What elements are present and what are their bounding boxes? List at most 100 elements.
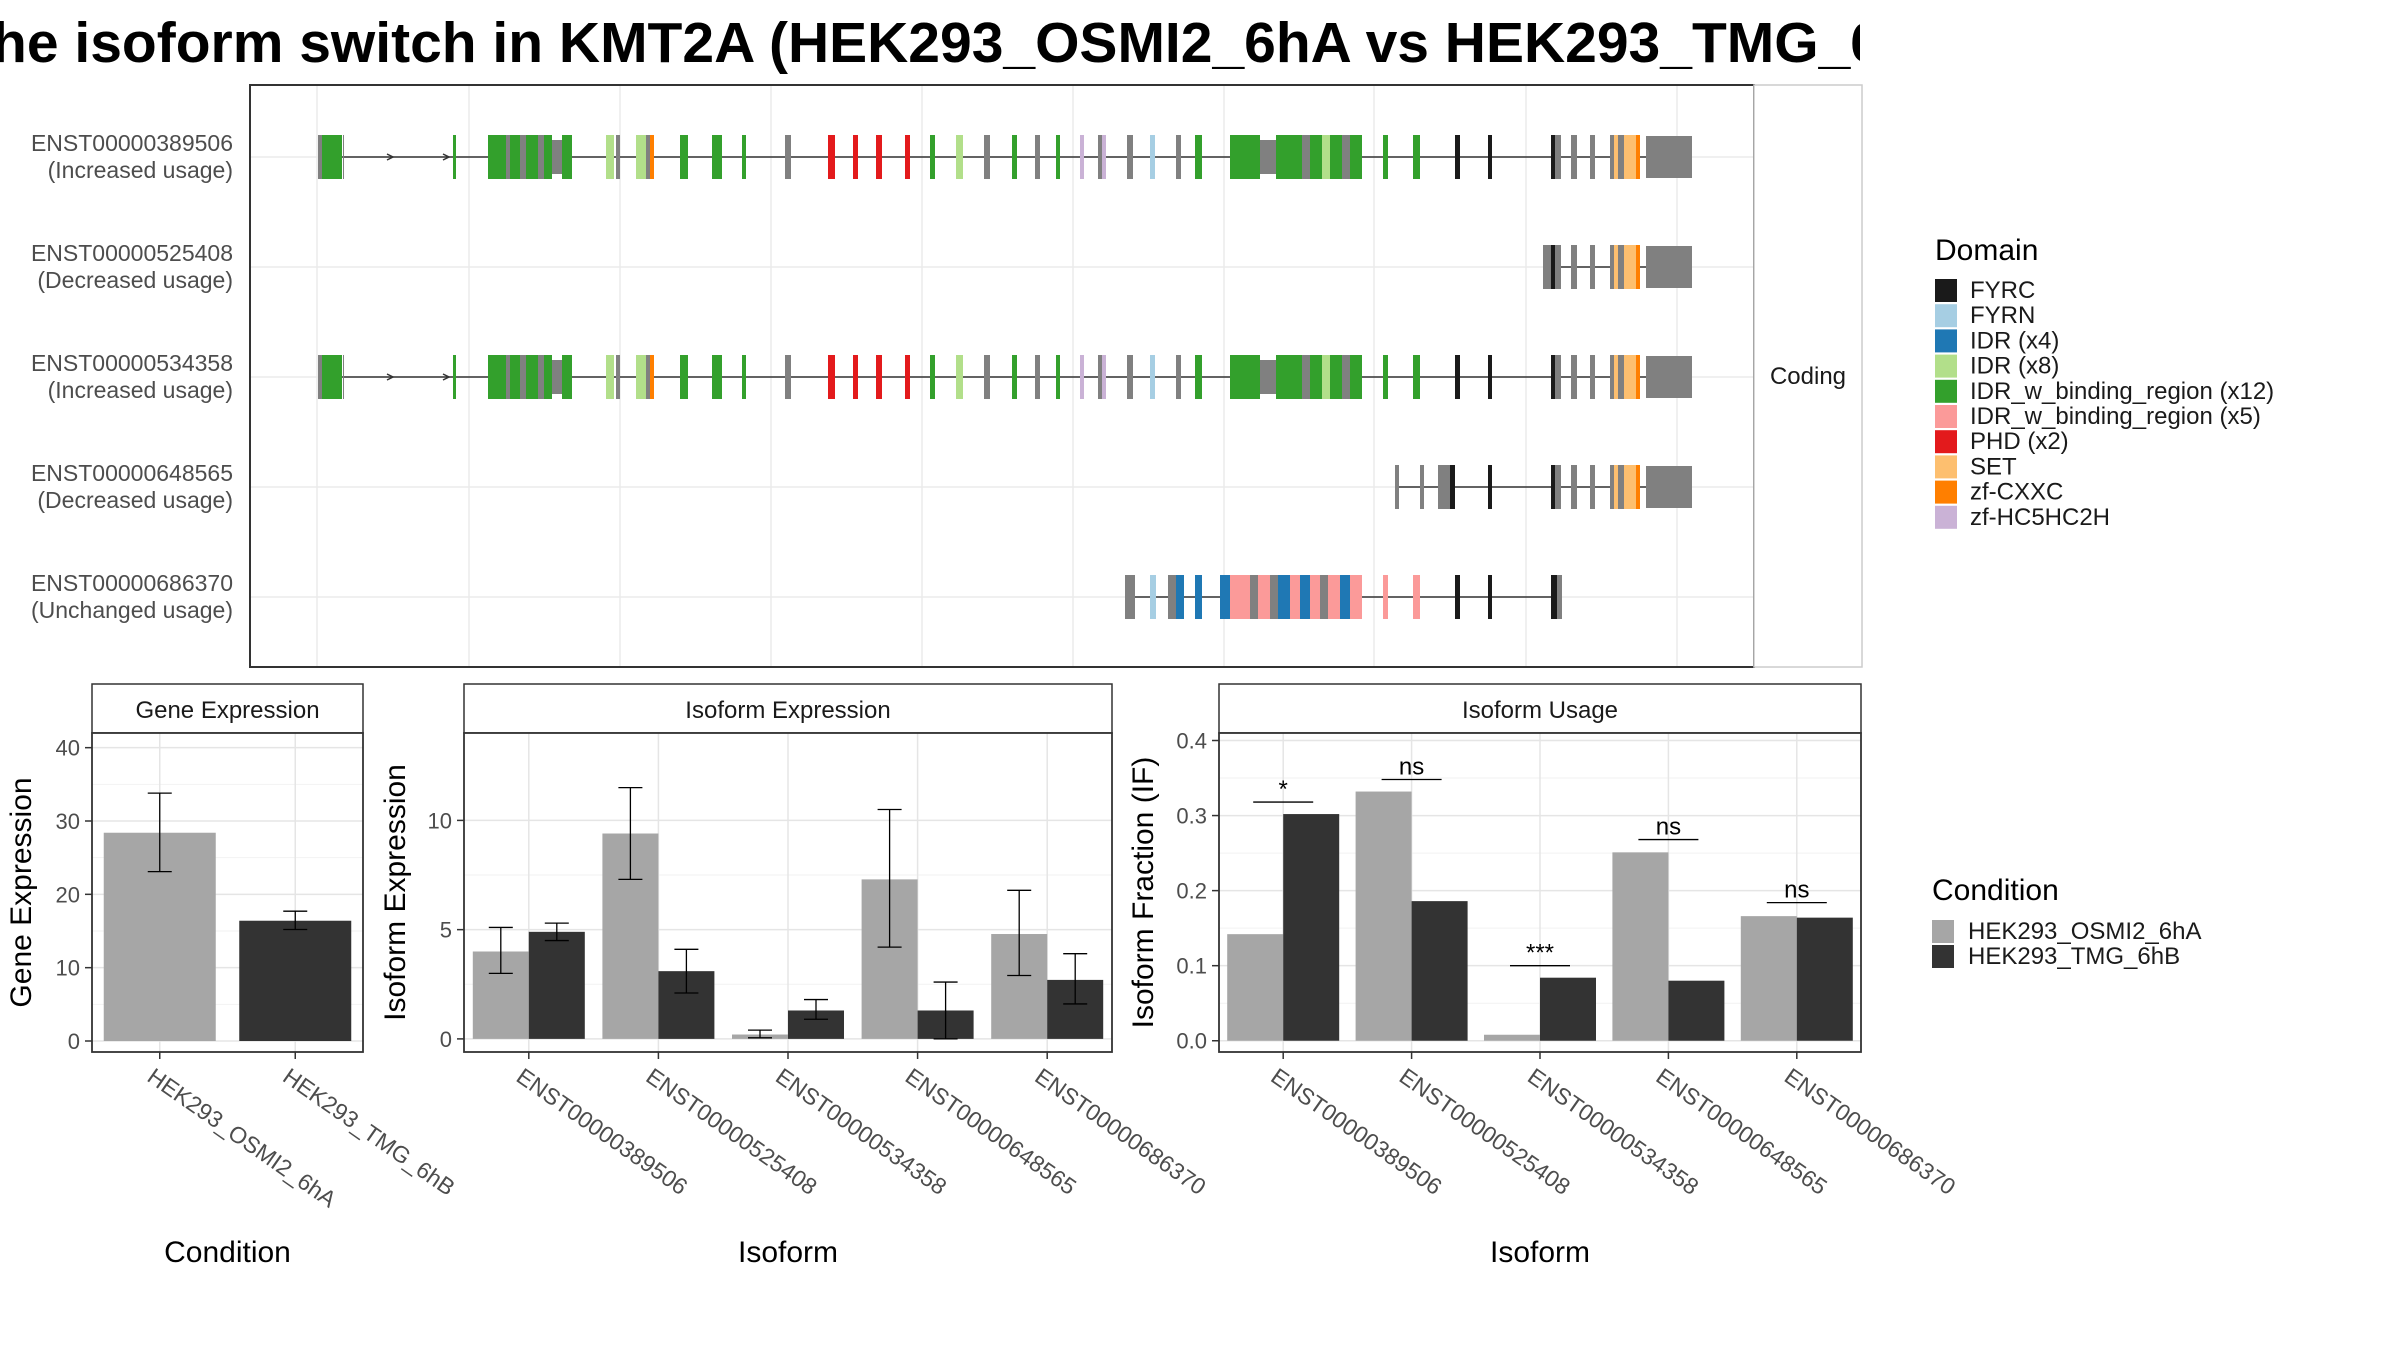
bar [528,931,585,1039]
exon-block [1290,575,1300,619]
exon-block [1230,135,1260,179]
exon-block [606,355,614,399]
exon-block [785,355,791,399]
domain-legend-key [1935,304,1957,328]
exon-block [1488,355,1492,399]
exon-block [1300,575,1310,619]
exon-block [1438,465,1442,509]
transcript-id-label: ENST00000525408 [31,240,233,266]
condition-legend-key [1932,920,1954,943]
plot-title: he isoform switch in KMT2A (HEK293_OSMI2… [0,11,1860,75]
exon-block [930,135,935,179]
exon-block [1310,135,1322,179]
exon-block [1035,355,1040,399]
exon-block [1590,465,1595,509]
y-axis-label: Isoform Expression [379,764,412,1021]
exon-block [510,355,520,399]
exon-block [1278,575,1290,619]
exon-block [1455,355,1460,399]
exon-block [1150,135,1155,179]
y-tick-label: 0 [440,1027,452,1052]
exon-block [343,135,344,179]
exon-block [510,135,520,179]
exon-block [646,355,650,399]
exon-block [1590,355,1595,399]
bar [1540,977,1596,1041]
exon-block [1195,575,1202,619]
condition-legend-label: HEK293_TMG_6hB [1968,943,2180,970]
transcript-row: ENST00000534358(Increased usage) [31,350,1692,403]
y-tick-label: 0 [68,1029,80,1054]
exon-block [1646,466,1692,508]
exon-block [1543,245,1551,289]
exon-block [1176,575,1184,619]
exon-block [1555,135,1561,179]
exon-block [1571,355,1577,399]
exon-block [1035,135,1040,179]
exon-block [1455,575,1460,619]
bar [1796,917,1853,1041]
exon-block [1276,355,1302,399]
x-axis-label: Isoform [738,1236,838,1269]
exon-block [1624,465,1636,509]
exon-block [1012,135,1017,179]
exon-block [1610,135,1615,179]
significance-label: ns [1656,814,1681,841]
exon-block [1056,135,1060,179]
exon-block [1450,465,1455,509]
transcript-row: ENST00000648565(Decreased usage) [31,460,1692,513]
exon-block [1618,135,1624,179]
exon-block [984,135,990,179]
exon-block [1310,575,1320,619]
transcript-row: ENST00000525408(Decreased usage) [31,240,1692,293]
strand-arrow [442,153,451,161]
strand-arrow [386,373,395,381]
exon-block [544,355,552,399]
facet-strip [91,683,364,734]
exon-block [538,135,544,179]
exon-block [506,135,510,179]
exon-block [712,355,722,399]
exon-block [1258,575,1270,619]
panel-border [91,732,364,1053]
y-tick-label: 5 [440,918,452,943]
exon-block [828,355,835,399]
exon-block [318,135,322,179]
domain-legend-key [1935,379,1957,403]
y-tick-label: 10 [428,808,452,833]
exon-block [1320,575,1328,619]
exon-block [1551,355,1555,399]
exon-block [1624,245,1636,289]
condition-legend-title: Condition [1932,874,2059,907]
exon-block [1383,135,1388,179]
exon-block [1571,245,1577,289]
exon-block [1488,465,1492,509]
exon-block [785,135,791,179]
domain-legend-label: SET [1970,453,2017,480]
exon-block [636,135,646,179]
exon-block [1350,575,1362,619]
transcript-id-label: ENST00000534358 [31,350,233,376]
exon-block [1125,575,1130,619]
exon-block [453,355,456,399]
exon-block [1610,465,1615,509]
transcript-structure-panel: Coding ENST00000389506(Increased usage)E… [31,84,1863,668]
exon-block [1555,465,1561,509]
significance-label: ns [1784,877,1809,904]
exon-block [1413,135,1420,179]
facet-strip-title: Gene Expression [135,697,319,724]
exon-block [1551,575,1557,619]
exon-block [1618,245,1624,289]
exon-block [1624,355,1636,399]
exon-block [1395,465,1399,509]
exon-block [1646,136,1692,178]
exon-block [956,135,963,179]
exon-block [1176,355,1181,399]
y-tick-label: 0.1 [1176,954,1207,979]
exon-block [1080,355,1084,399]
exon-block [1310,355,1322,399]
exon-block [1150,575,1156,619]
transcript-status-label: (Decreased usage) [37,267,233,293]
